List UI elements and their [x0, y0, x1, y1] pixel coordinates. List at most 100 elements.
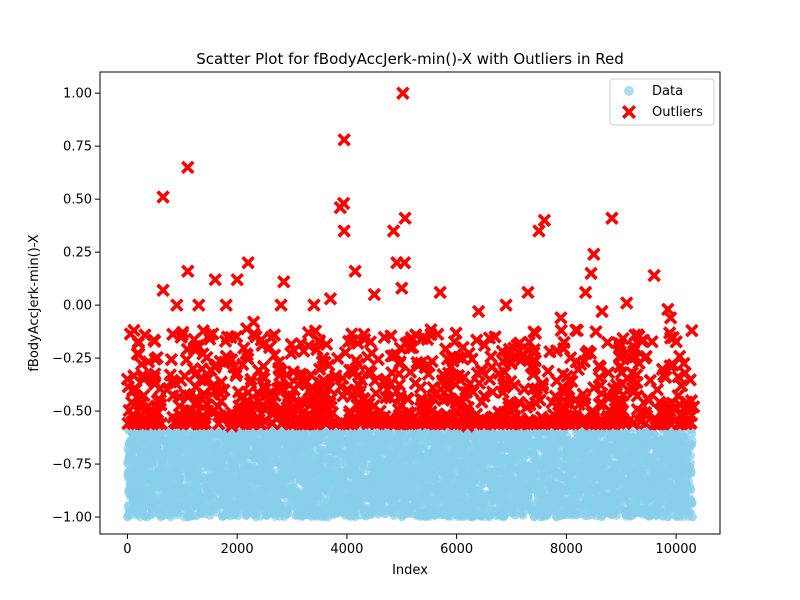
data-point — [247, 463, 256, 473]
data-point — [136, 452, 146, 462]
data-point — [526, 471, 535, 481]
data-point — [683, 448, 693, 457]
data-point — [296, 487, 306, 496]
data-point — [552, 459, 562, 468]
data-point — [431, 499, 441, 508]
plot-frame — [99, 71, 721, 535]
data-point — [667, 469, 677, 479]
data-point — [165, 438, 175, 447]
data-point — [578, 457, 588, 467]
data-point — [523, 462, 532, 471]
data-point — [317, 456, 326, 465]
data-point — [188, 452, 197, 462]
data-point — [487, 477, 497, 487]
data-point — [344, 497, 353, 507]
data-point — [570, 459, 580, 469]
data-point — [221, 474, 231, 484]
data-point — [402, 451, 412, 461]
data-point — [228, 487, 238, 497]
data-point — [614, 492, 624, 502]
data-point — [162, 487, 171, 496]
data-point — [195, 431, 205, 441]
data-point — [262, 494, 272, 503]
data-point — [450, 490, 460, 499]
data-point — [507, 474, 516, 483]
data-point — [637, 489, 646, 499]
data-point — [320, 446, 330, 455]
data-point — [339, 469, 348, 479]
data-point — [177, 460, 187, 469]
data-point — [417, 489, 426, 499]
data-point — [166, 478, 175, 488]
data-point — [215, 497, 224, 506]
data-point — [580, 444, 590, 454]
data-point — [552, 512, 561, 522]
data-point — [207, 461, 216, 470]
data-point — [380, 472, 390, 481]
data-point — [570, 492, 579, 501]
data-point — [270, 430, 279, 440]
data-point — [301, 467, 310, 477]
data-point — [681, 435, 690, 445]
data-point — [371, 434, 381, 444]
data-point — [663, 512, 673, 522]
data-point — [367, 508, 376, 518]
data-point — [262, 450, 272, 459]
data-point — [156, 454, 165, 464]
data-point — [611, 469, 621, 479]
data-point — [238, 450, 248, 459]
data-point — [479, 479, 488, 489]
data-point — [195, 509, 204, 519]
data-point — [545, 461, 555, 470]
data-point — [169, 498, 178, 507]
data-point — [636, 463, 645, 473]
data-point — [378, 464, 387, 474]
data-point — [519, 447, 528, 457]
data-point — [395, 431, 405, 440]
data-series-layer — [123, 423, 697, 522]
data-point — [404, 509, 414, 518]
data-point — [446, 504, 456, 514]
data-point — [191, 492, 201, 502]
data-point — [644, 462, 654, 472]
data-point — [653, 460, 663, 470]
data-point — [294, 500, 304, 510]
data-point — [147, 485, 156, 495]
data-point — [269, 441, 278, 451]
data-point — [612, 448, 621, 458]
data-point — [242, 472, 252, 481]
data-point — [315, 429, 325, 439]
data-point — [644, 500, 654, 510]
data-point — [517, 508, 527, 518]
data-point — [302, 510, 312, 520]
data-point — [363, 462, 373, 472]
data-point — [482, 434, 492, 444]
data-point — [687, 498, 697, 508]
data-point — [352, 490, 362, 500]
data-point — [547, 479, 556, 489]
data-point — [277, 508, 286, 518]
data-point — [486, 443, 495, 453]
data-point — [541, 511, 550, 521]
data-point — [500, 474, 509, 484]
data-point — [272, 495, 282, 505]
data-point — [480, 502, 489, 511]
data-point — [282, 469, 292, 478]
data-point — [386, 505, 396, 514]
data-point — [149, 497, 159, 507]
data-point — [672, 511, 682, 521]
data-point — [134, 429, 143, 439]
data-point — [598, 481, 608, 490]
data-point — [355, 502, 365, 511]
data-point — [427, 431, 436, 441]
data-point — [559, 435, 569, 444]
data-point — [311, 462, 320, 472]
data-point — [384, 449, 394, 459]
data-point — [491, 505, 501, 514]
data-point — [511, 431, 520, 441]
data-point — [493, 432, 503, 442]
data-point — [309, 470, 318, 479]
data-point — [675, 460, 685, 470]
data-point — [211, 507, 221, 517]
